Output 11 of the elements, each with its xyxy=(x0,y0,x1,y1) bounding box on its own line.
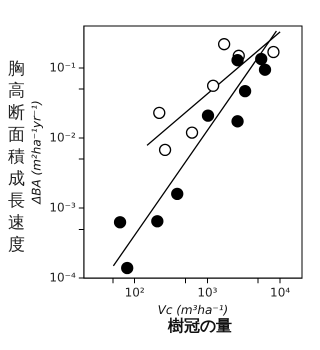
x-tick-label: 10² xyxy=(124,286,145,300)
y-tick-label: 10⁻³ xyxy=(49,200,76,214)
x-axis-title: Vc (m³ha⁻¹) xyxy=(158,302,228,317)
x-tick-label: 10³ xyxy=(197,286,218,300)
y-tick-label: 10⁻² xyxy=(49,130,76,144)
x-tick-label: 10⁴ xyxy=(270,286,290,300)
y-tick-label: 10⁻¹ xyxy=(49,60,76,74)
y-tick-label: 10⁻⁴ xyxy=(49,270,76,284)
y-axis-title: ΔBA (m²ha⁻¹yr⁻¹) xyxy=(29,100,44,205)
text: 樹冠の量 xyxy=(166,316,233,337)
text: 胸高断面積成長速度 xyxy=(8,59,25,255)
